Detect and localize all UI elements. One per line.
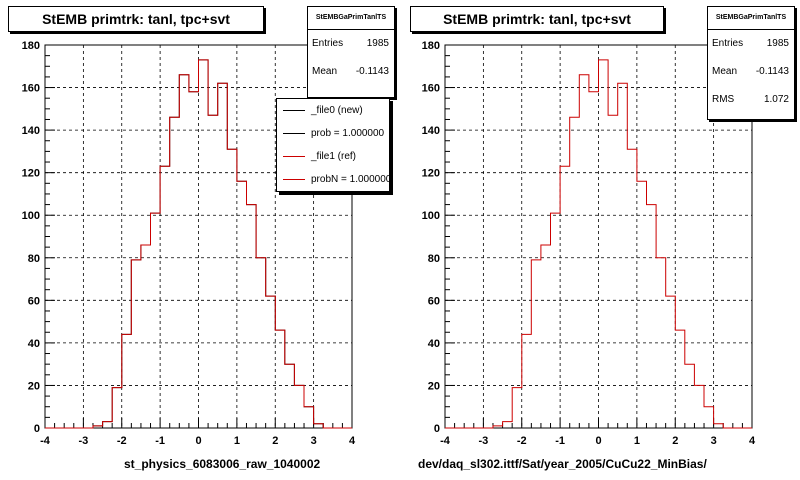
left-stats-entries-label: Entries bbox=[312, 38, 344, 49]
left-x-tick-label: 3 bbox=[311, 435, 317, 447]
left-chart-title: StEMB primtrk: tanl, tpc+svt bbox=[8, 6, 264, 32]
right-x-tick-label: -2 bbox=[517, 435, 527, 447]
right-stats-mean-label: Mean bbox=[712, 66, 738, 77]
legend-entry-label: _file1 (ref) bbox=[311, 151, 357, 162]
right-stats-mean-value: -0.1143 bbox=[755, 66, 789, 77]
right-x-tick-label: 3 bbox=[711, 435, 717, 447]
legend-line-icon bbox=[283, 133, 305, 134]
left-x-tick-label: -3 bbox=[78, 435, 88, 447]
right-y-tick-label: 140 bbox=[422, 125, 440, 137]
right-stats-title: StEMBGaPrimTanlTS bbox=[708, 7, 794, 30]
right-y-tick-label: 0 bbox=[434, 423, 440, 435]
left-stats-mean-value: -0.1143 bbox=[355, 66, 389, 77]
left-y-tick-label: 160 bbox=[22, 83, 40, 95]
right-x-tick-label: 0 bbox=[595, 435, 601, 447]
right-y-tick-label: 160 bbox=[422, 83, 440, 95]
legend-entry-file1: _file1 (ref) bbox=[277, 145, 389, 168]
legend-line-icon bbox=[283, 179, 305, 180]
legend-entry-label: prob = 1.000000 bbox=[311, 128, 385, 139]
left-y-tick-label: 20 bbox=[28, 380, 40, 392]
right-x-tick-label: -4 bbox=[440, 435, 451, 447]
legend-entry-label: _file0 (new) bbox=[311, 105, 363, 116]
legend-entry-file0: _file0 (new) bbox=[277, 99, 389, 122]
legend-entry-probn: probN = 1.000000 bbox=[277, 168, 389, 191]
right-stats-rms-value: 1.072 bbox=[763, 94, 789, 105]
right-chart-title: StEMB primtrk: tanl, tpc+svt bbox=[410, 6, 664, 32]
left-y-tick-label: 100 bbox=[22, 210, 40, 222]
right-x-axis-label: dev/daq_sl302.ittf/Sat/year_2005/CuCu22_… bbox=[418, 457, 707, 471]
right-y-tick-label: 180 bbox=[422, 40, 440, 52]
left-stats-mean-label: Mean bbox=[312, 66, 338, 77]
left-x-axis-label: st_physics_6083006_raw_1040002 bbox=[124, 457, 321, 471]
right-x-tick-label: -3 bbox=[478, 435, 488, 447]
left-y-tick-label: 60 bbox=[28, 295, 40, 307]
right-y-tick-label: 100 bbox=[422, 210, 440, 222]
left-x-tick-label: 2 bbox=[272, 435, 278, 447]
right-y-tick-label: 20 bbox=[428, 380, 440, 392]
right-stats-box: StEMBGaPrimTanlTS Entries 1985 Mean -0.1… bbox=[707, 6, 795, 120]
legend-line-icon bbox=[283, 110, 305, 111]
right-x-tick-label: -1 bbox=[555, 435, 565, 447]
left-y-tick-label: 80 bbox=[28, 253, 40, 265]
left-x-tick-label: 0 bbox=[195, 435, 201, 447]
right-y-tick-label: 60 bbox=[428, 295, 440, 307]
left-stats-box: StEMBGaPrimTanlTS Entries 1985 Mean -0.1… bbox=[307, 6, 395, 98]
right-y-tick-label: 40 bbox=[428, 338, 440, 350]
left-x-tick-label: 1 bbox=[234, 435, 240, 447]
left-stats-entries-value: 1985 bbox=[366, 38, 389, 49]
left-x-tick-label: 4 bbox=[349, 435, 356, 447]
right-x-tick-label: 2 bbox=[672, 435, 678, 447]
right-stats-rms-label: RMS bbox=[712, 94, 735, 105]
left-y-tick-label: 140 bbox=[22, 125, 40, 137]
legend-entry-prob: prob = 1.000000 bbox=[277, 122, 389, 145]
legend-box: _file0 (new) prob = 1.000000 _file1 (ref… bbox=[276, 98, 390, 192]
right-stats-mean-row: Mean -0.1143 bbox=[708, 58, 794, 86]
legend-entry-label: probN = 1.000000 bbox=[311, 174, 390, 185]
left-y-tick-label: 40 bbox=[28, 338, 40, 350]
left-x-tick-label: -4 bbox=[40, 435, 51, 447]
legend-line-icon bbox=[283, 156, 305, 157]
right-y-tick-label: 80 bbox=[428, 253, 440, 265]
left-x-tick-label: -2 bbox=[117, 435, 127, 447]
left-y-tick-label: 180 bbox=[22, 40, 40, 52]
left-stats-mean-row: Mean -0.1143 bbox=[308, 58, 394, 86]
right-stats-entries-value: 1985 bbox=[766, 38, 789, 49]
right-x-tick-label: 4 bbox=[749, 435, 756, 447]
right-stats-entries-label: Entries bbox=[712, 38, 744, 49]
right-x-tick-label: 1 bbox=[634, 435, 640, 447]
right-series-0-line bbox=[445, 59, 752, 429]
left-y-tick-label: 120 bbox=[22, 168, 40, 180]
left-x-tick-label: -1 bbox=[155, 435, 165, 447]
left-y-tick-label: 0 bbox=[34, 423, 40, 435]
left-stats-title: StEMBGaPrimTanlTS bbox=[308, 7, 394, 30]
right-y-tick-label: 120 bbox=[422, 168, 440, 180]
right-panel: -4 -3 -2 -1 0 1 2 3 4 0 20 40 60 80 100 120 140 160 180 St… bbox=[400, 0, 800, 480]
left-series-1-line bbox=[45, 59, 352, 429]
right-stats-rms-row: RMS 1.072 bbox=[708, 86, 794, 114]
right-stats-entries-row: Entries 1985 bbox=[708, 30, 794, 58]
left-stats-entries-row: Entries 1985 bbox=[308, 30, 394, 58]
left-panel: -4 -3 -2 -1 0 1 2 3 4 0 20 40 60 80 100 120 140 160 180 St… bbox=[8, 6, 395, 471]
